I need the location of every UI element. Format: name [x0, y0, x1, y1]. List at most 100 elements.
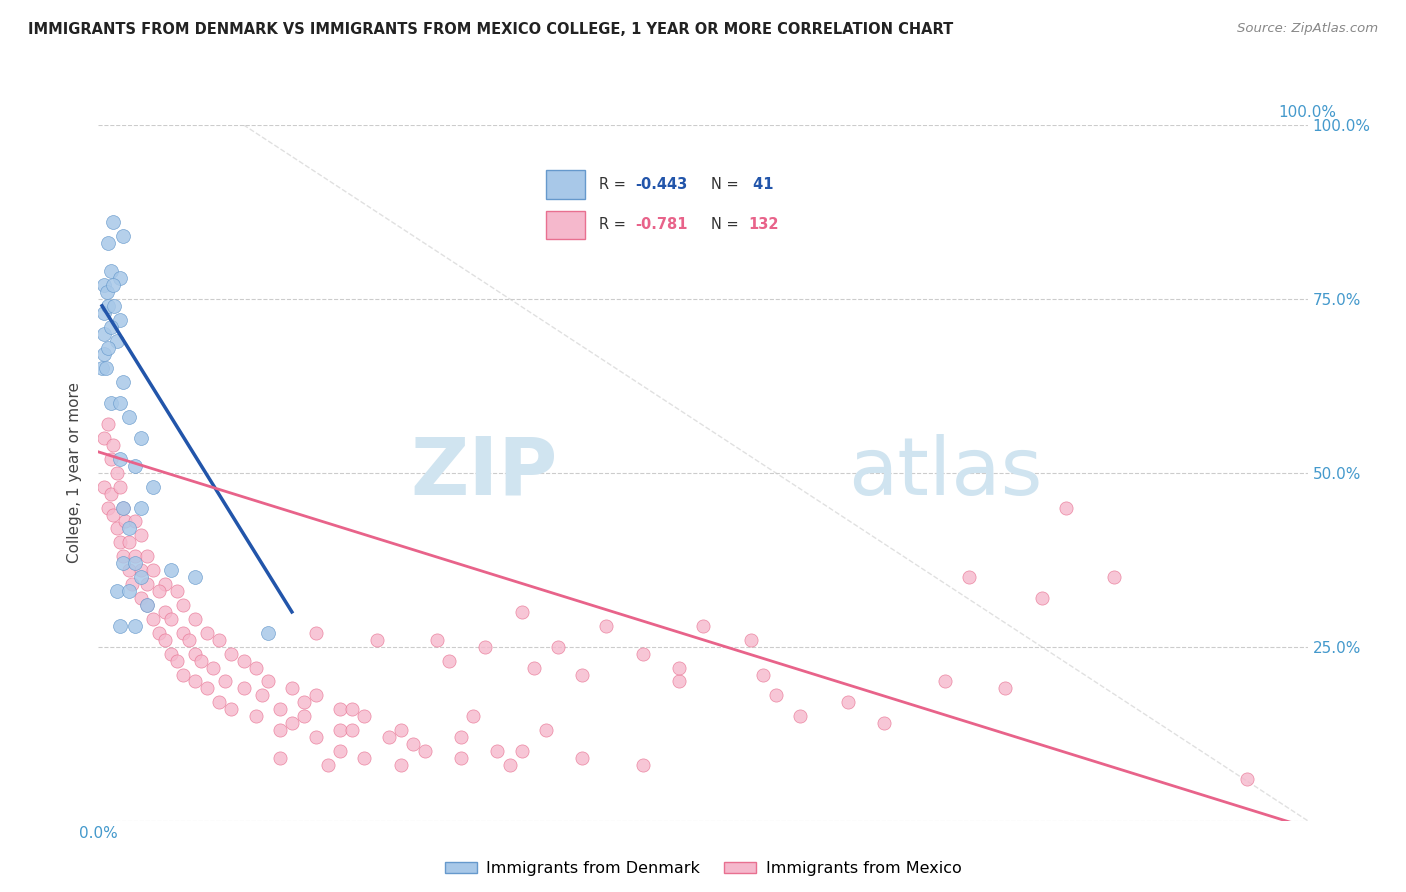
Point — [93, 277, 115, 292]
Point — [269, 723, 291, 738]
Point — [202, 660, 225, 674]
Point — [93, 347, 115, 361]
Text: 132: 132 — [748, 218, 779, 232]
Text: R =: R = — [599, 218, 630, 232]
Point — [1054, 500, 1077, 515]
Point — [463, 709, 485, 723]
Point — [114, 515, 136, 529]
Point — [486, 744, 509, 758]
Point — [153, 632, 176, 647]
Point — [97, 236, 120, 251]
Text: -0.443: -0.443 — [636, 178, 688, 192]
Point — [342, 723, 364, 738]
Point — [208, 632, 231, 647]
Point — [108, 271, 131, 285]
Point — [256, 625, 278, 640]
Point — [413, 744, 436, 758]
Point — [692, 619, 714, 633]
Point — [179, 632, 201, 647]
Point — [474, 640, 496, 654]
Bar — [546, 170, 585, 199]
Point — [245, 709, 267, 723]
Point — [142, 480, 165, 494]
Point — [353, 709, 375, 723]
Point — [118, 563, 141, 577]
Text: 41: 41 — [748, 178, 773, 192]
Point — [135, 598, 157, 612]
Point — [103, 299, 125, 313]
Point — [292, 709, 315, 723]
Point — [873, 716, 896, 731]
Point — [595, 619, 617, 633]
Point — [232, 681, 254, 696]
Point — [342, 702, 364, 716]
Point — [100, 319, 122, 334]
Point — [450, 751, 472, 765]
Point — [142, 563, 165, 577]
Point — [101, 438, 124, 452]
Point — [172, 598, 194, 612]
Point — [105, 466, 128, 480]
Point — [166, 654, 188, 668]
Point — [389, 758, 412, 772]
Point — [129, 570, 152, 584]
Point — [571, 751, 593, 765]
Point — [245, 660, 267, 674]
Point — [96, 285, 118, 299]
Text: N =: N = — [711, 218, 744, 232]
Point — [184, 647, 207, 661]
Point — [97, 299, 120, 313]
Point — [256, 674, 278, 689]
Point — [329, 702, 352, 716]
Point — [184, 674, 207, 689]
Point — [305, 730, 328, 744]
Point — [93, 431, 115, 445]
Point — [118, 584, 141, 599]
Point — [153, 605, 176, 619]
Point — [135, 598, 157, 612]
Point — [934, 674, 956, 689]
Point — [389, 723, 412, 738]
Point — [1236, 772, 1258, 786]
Point — [135, 577, 157, 591]
Point — [329, 744, 352, 758]
Point — [105, 584, 128, 599]
Text: -0.781: -0.781 — [636, 218, 688, 232]
Point — [108, 396, 131, 410]
Point — [93, 306, 115, 320]
Point — [118, 410, 141, 425]
Point — [571, 667, 593, 681]
Text: R =: R = — [599, 178, 630, 192]
Point — [142, 612, 165, 626]
Point — [195, 625, 218, 640]
Point — [305, 625, 328, 640]
Point — [426, 632, 449, 647]
Point — [118, 535, 141, 549]
Point — [100, 486, 122, 500]
Point — [108, 312, 131, 326]
Point — [437, 654, 460, 668]
Bar — [546, 211, 585, 239]
Point — [534, 723, 557, 738]
Point — [214, 674, 236, 689]
Legend: Immigrants from Denmark, Immigrants from Mexico: Immigrants from Denmark, Immigrants from… — [439, 855, 967, 882]
Text: IMMIGRANTS FROM DENMARK VS IMMIGRANTS FROM MEXICO COLLEGE, 1 YEAR OR MORE CORREL: IMMIGRANTS FROM DENMARK VS IMMIGRANTS FR… — [28, 22, 953, 37]
Point — [631, 758, 654, 772]
Point — [281, 681, 304, 696]
Point — [957, 570, 980, 584]
Y-axis label: College, 1 year or more: College, 1 year or more — [67, 383, 83, 563]
Point — [160, 563, 183, 577]
Point — [377, 730, 399, 744]
Point — [153, 577, 176, 591]
Point — [631, 647, 654, 661]
Point — [108, 480, 131, 494]
Point — [124, 458, 146, 473]
Point — [250, 689, 273, 703]
Point — [129, 563, 152, 577]
Point — [118, 521, 141, 535]
Point — [111, 556, 134, 570]
Point — [498, 758, 520, 772]
Point — [97, 341, 120, 355]
Point — [195, 681, 218, 696]
Point — [129, 500, 152, 515]
